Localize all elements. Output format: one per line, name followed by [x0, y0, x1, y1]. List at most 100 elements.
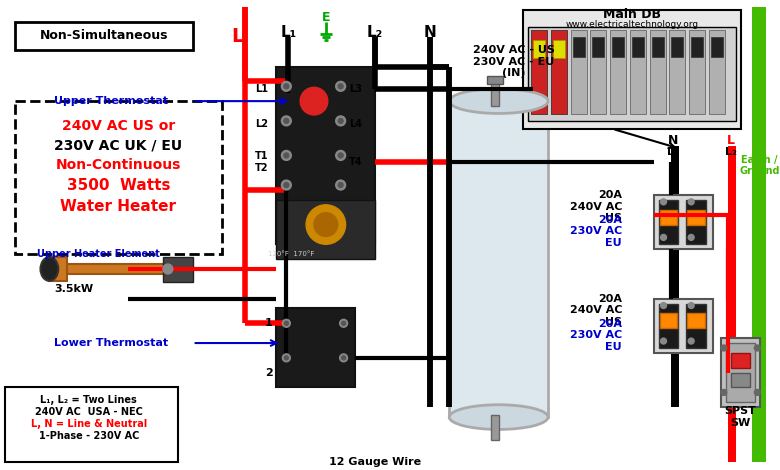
Bar: [491, 415, 498, 440]
Bar: [654, 298, 713, 353]
Text: Non-Continuous: Non-Continuous: [56, 158, 181, 172]
Circle shape: [282, 116, 291, 126]
Text: L, N = Line & Neutral: L, N = Line & Neutral: [30, 419, 147, 429]
Bar: [630, 30, 646, 114]
Circle shape: [335, 180, 346, 190]
Text: L₁: L₁: [668, 148, 679, 157]
Text: L3: L3: [349, 84, 362, 94]
Circle shape: [661, 199, 666, 205]
Bar: [573, 37, 584, 57]
Circle shape: [661, 303, 666, 308]
Text: 120°F  170°F: 120°F 170°F: [268, 251, 314, 257]
Bar: [276, 308, 356, 387]
Bar: [553, 40, 565, 58]
Circle shape: [688, 199, 694, 205]
Bar: [449, 101, 548, 417]
Circle shape: [314, 213, 338, 236]
Text: 1-Phase - 230V AC: 1-Phase - 230V AC: [39, 431, 139, 441]
Text: Upper Thermostat: Upper Thermostat: [54, 96, 168, 106]
Circle shape: [688, 235, 694, 240]
Text: L₂: L₂: [367, 24, 383, 39]
Circle shape: [306, 205, 346, 244]
Text: Water Heater: Water Heater: [61, 199, 176, 214]
Bar: [672, 146, 679, 407]
Text: T4: T4: [349, 157, 362, 167]
Text: L1: L1: [255, 84, 268, 94]
Circle shape: [284, 153, 289, 158]
Text: L: L: [727, 134, 735, 147]
Circle shape: [284, 84, 289, 89]
Circle shape: [339, 182, 343, 188]
Circle shape: [282, 150, 291, 160]
Circle shape: [282, 180, 291, 190]
Text: 240V AC US or: 240V AC US or: [62, 119, 176, 133]
Bar: [571, 30, 587, 114]
Circle shape: [754, 390, 760, 395]
Bar: [610, 30, 626, 114]
Bar: [593, 37, 604, 57]
Circle shape: [335, 116, 346, 126]
Circle shape: [335, 150, 346, 160]
Circle shape: [284, 118, 289, 123]
Bar: [654, 195, 713, 249]
Text: 20A
240V AC
US: 20A 240V AC US: [569, 294, 622, 327]
Circle shape: [339, 354, 348, 362]
Text: L: L: [231, 27, 243, 47]
Text: L₁, L₂ = Two Lines: L₁, L₂ = Two Lines: [41, 395, 137, 405]
Circle shape: [688, 338, 694, 344]
Bar: [528, 27, 736, 121]
Bar: [491, 81, 498, 106]
Text: Lower Thermostat: Lower Thermostat: [54, 338, 168, 348]
Bar: [660, 313, 677, 328]
Circle shape: [285, 321, 289, 325]
Bar: [534, 40, 545, 58]
Bar: [658, 200, 679, 244]
Bar: [709, 30, 725, 114]
Bar: [49, 257, 67, 281]
Text: L₂: L₂: [725, 148, 736, 157]
Bar: [612, 37, 624, 57]
Circle shape: [284, 182, 289, 188]
Circle shape: [339, 319, 348, 327]
Bar: [687, 313, 705, 328]
Text: N: N: [668, 134, 679, 147]
Text: 240V AC  USA - NEC: 240V AC USA - NEC: [35, 407, 143, 417]
Circle shape: [300, 87, 328, 115]
Text: 12 Gauge Wire: 12 Gauge Wire: [329, 456, 421, 467]
Bar: [523, 10, 740, 129]
Bar: [669, 30, 686, 114]
Text: 230V AC UK / EU: 230V AC UK / EU: [55, 139, 183, 153]
Text: L₁: L₁: [280, 24, 296, 39]
Bar: [731, 373, 750, 387]
Bar: [590, 30, 606, 114]
Bar: [651, 37, 664, 57]
Bar: [660, 210, 677, 225]
Bar: [5, 387, 178, 462]
Bar: [276, 67, 375, 244]
Circle shape: [721, 345, 727, 351]
Text: 3.5kW: 3.5kW: [55, 284, 94, 294]
Circle shape: [285, 356, 289, 360]
Text: 1: 1: [264, 318, 272, 328]
Text: Main DB: Main DB: [603, 8, 661, 21]
Bar: [650, 30, 665, 114]
Bar: [711, 37, 723, 57]
Text: 2: 2: [264, 368, 272, 378]
Text: SPST
SW: SPST SW: [725, 406, 757, 428]
Text: N: N: [423, 24, 436, 39]
Bar: [15, 101, 222, 254]
Bar: [658, 304, 679, 348]
Bar: [725, 343, 755, 402]
Text: Non-Simultaneous: Non-Simultaneous: [40, 30, 168, 42]
Bar: [49, 264, 178, 274]
Bar: [276, 200, 375, 259]
Bar: [728, 146, 736, 462]
Bar: [487, 77, 502, 84]
Text: L2: L2: [255, 119, 268, 129]
Bar: [687, 210, 705, 225]
Text: 240V AC - US
230V AC - EU
(IN): 240V AC - US 230V AC - EU (IN): [473, 45, 555, 78]
Text: 20A
240V AC
US: 20A 240V AC US: [569, 190, 622, 223]
Bar: [551, 30, 567, 114]
Circle shape: [335, 81, 346, 91]
Ellipse shape: [449, 89, 548, 113]
